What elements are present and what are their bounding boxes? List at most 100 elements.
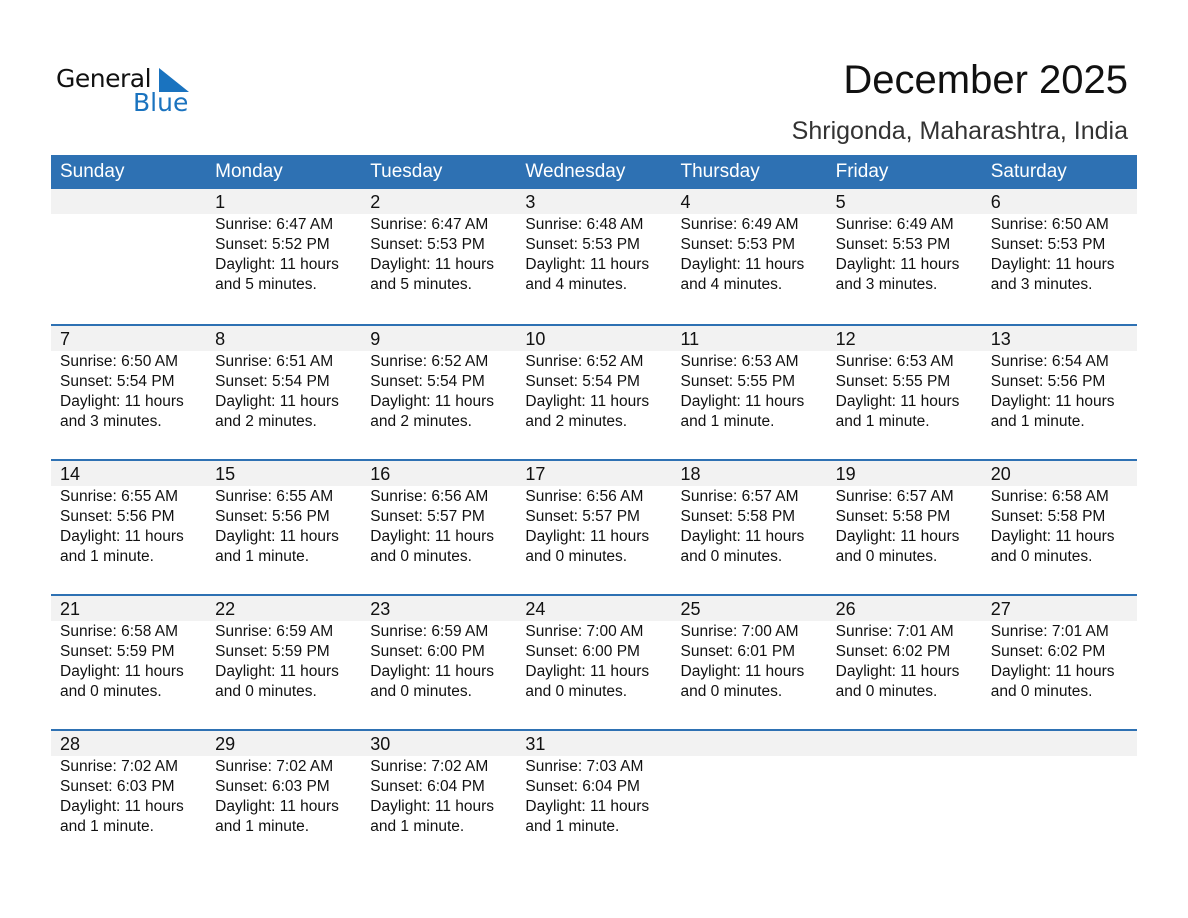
- day-number: 4: [680, 192, 691, 212]
- sunset-text: Sunset: 6:04 PM: [370, 778, 485, 795]
- sunrise-text: Sunrise: 6:59 AM: [215, 623, 334, 640]
- daylight-text: Daylight: 11 hours: [370, 663, 495, 680]
- day-cell: 1 Sunrise: 6:47 AM Sunset: 5:52 PM Daylight…: [206, 189, 361, 295]
- daylight-minutes-text: and 0 minutes.: [525, 683, 628, 700]
- sunset-text: Sunset: 5:59 PM: [215, 643, 330, 660]
- daylight-minutes-text: and 4 minutes.: [680, 276, 783, 293]
- day-cell: 4 Sunrise: 6:49 AM Sunset: 5:53 PM Daylight…: [672, 189, 827, 295]
- sunset-text: Sunset: 5:53 PM: [370, 236, 485, 253]
- sunrise-text: Sunrise: 6:55 AM: [60, 488, 179, 505]
- day-cell: 26 Sunrise: 7:01 AM Sunset: 6:02 PM Dayligh…: [827, 596, 982, 702]
- daylight-minutes-text: and 1 minute.: [835, 413, 930, 430]
- daylight-text: Daylight: 11 hours: [215, 528, 339, 545]
- sunset-text: Sunset: 5:56 PM: [215, 508, 330, 525]
- day-cell: 13 Sunrise: 6:54 AM Sunset: 5:56 PM Dayligh…: [982, 326, 1137, 432]
- sunrise-text: Sunrise: 6:54 AM: [990, 353, 1109, 370]
- daylight-text: Daylight: 11 hours: [370, 798, 495, 815]
- daylight-text: Daylight: 11 hours: [525, 798, 650, 815]
- sunset-text: Sunset: 6:03 PM: [60, 778, 175, 795]
- day-cell: 14 Sunrise: 6:55 AM Sunset: 5:56 PM Dayligh…: [51, 461, 206, 567]
- sunset-text: Sunset: 5:53 PM: [525, 236, 640, 253]
- sunset-text: Sunset: 5:59 PM: [60, 643, 175, 660]
- logo: General Blue: [56, 64, 196, 120]
- day-number: 12: [835, 329, 856, 349]
- daylight-minutes-text: and 0 minutes.: [370, 548, 472, 565]
- sunset-text: Sunset: 5:57 PM: [525, 508, 640, 525]
- daylight-text: Daylight: 11 hours: [215, 663, 339, 680]
- sunset-text: Sunset: 5:54 PM: [215, 373, 330, 390]
- sunset-text: Sunset: 5:55 PM: [680, 373, 796, 390]
- daylight-text: Daylight: 11 hours: [525, 393, 650, 410]
- sunrise-text: Sunrise: 6:49 AM: [835, 216, 954, 233]
- day-cell: 2 Sunrise: 6:47 AM Sunset: 5:53 PM Daylight…: [361, 189, 516, 295]
- day-number: 9: [370, 329, 381, 349]
- sunrise-text: Sunrise: 6:58 AM: [990, 488, 1109, 505]
- day-cell: 23 Sunrise: 6:59 AM Sunset: 6:00 PM Dayligh…: [361, 596, 516, 702]
- day-cell: 15 Sunrise: 6:55 AM Sunset: 5:56 PM Dayligh…: [206, 461, 361, 567]
- daylight-minutes-text: and 5 minutes.: [370, 276, 472, 293]
- sunset-text: Sunset: 5:57 PM: [370, 508, 485, 525]
- daylight-minutes-text: and 0 minutes.: [680, 548, 783, 565]
- sunrise-text: Sunrise: 7:03 AM: [525, 758, 644, 775]
- daylight-text: Daylight: 11 hours: [215, 393, 339, 410]
- day-number: 30: [370, 734, 391, 754]
- daylight-minutes-text: and 0 minutes.: [835, 548, 938, 565]
- sunrise-text: Sunrise: 6:47 AM: [215, 216, 334, 233]
- daylight-minutes-text: and 3 minutes.: [990, 276, 1093, 293]
- day-number: 18: [680, 464, 701, 484]
- sunrise-text: Sunrise: 6:58 AM: [60, 623, 179, 640]
- daylight-minutes-text: and 0 minutes.: [990, 548, 1093, 565]
- sunrise-text: Sunrise: 7:01 AM: [990, 623, 1109, 640]
- day-cell: 5 Sunrise: 6:49 AM Sunset: 5:53 PM Daylight…: [827, 189, 982, 295]
- date-band: [51, 461, 1137, 486]
- daylight-minutes-text: and 0 minutes.: [990, 683, 1093, 700]
- page-title: December 2025: [843, 58, 1128, 102]
- date-band: [51, 731, 1137, 756]
- day-number: 17: [525, 464, 546, 484]
- sunset-text: Sunset: 6:00 PM: [370, 643, 485, 660]
- day-number: 21: [60, 599, 81, 619]
- sunrise-text: Sunrise: 6:57 AM: [680, 488, 799, 505]
- logo-triangle-icon: [159, 68, 189, 92]
- daylight-text: Daylight: 11 hours: [60, 393, 184, 410]
- day-number: 8: [215, 329, 226, 349]
- day-number: 11: [680, 329, 700, 349]
- daylight-text: Daylight: 11 hours: [370, 256, 495, 273]
- day-number: 26: [835, 599, 856, 619]
- sunrise-text: Sunrise: 7:02 AM: [370, 758, 489, 775]
- daylight-minutes-text: and 3 minutes.: [60, 413, 162, 430]
- sunset-text: Sunset: 6:04 PM: [525, 778, 640, 795]
- sunrise-text: Sunrise: 6:47 AM: [370, 216, 489, 233]
- weekday-tuesday: Tuesday: [370, 161, 443, 182]
- weekday-thursday: Thursday: [680, 161, 760, 182]
- daylight-minutes-text: and 1 minute.: [990, 413, 1085, 430]
- day-number: 10: [525, 329, 546, 349]
- sunrise-text: Sunrise: 7:01 AM: [835, 623, 954, 640]
- sunrise-text: Sunrise: 6:52 AM: [370, 353, 489, 370]
- day-number: 7: [60, 329, 71, 349]
- sunrise-text: Sunrise: 6:48 AM: [525, 216, 644, 233]
- sunrise-text: Sunrise: 6:56 AM: [525, 488, 644, 505]
- empty-cell: [827, 731, 982, 837]
- daylight-text: Daylight: 11 hours: [525, 528, 650, 545]
- sunset-text: Sunset: 6:03 PM: [215, 778, 330, 795]
- day-number: 22: [215, 599, 236, 619]
- day-cell: 25 Sunrise: 7:00 AM Sunset: 6:01 PM Dayligh…: [672, 596, 827, 702]
- day-number: 20: [990, 464, 1011, 484]
- sunrise-text: Sunrise: 6:51 AM: [215, 353, 334, 370]
- logo-text-general: General: [56, 64, 152, 93]
- logo-text-blue: Blue: [133, 88, 189, 117]
- sunset-text: Sunset: 6:01 PM: [680, 643, 796, 660]
- day-number: 6: [990, 192, 1001, 212]
- sunrise-text: Sunrise: 7:02 AM: [60, 758, 179, 775]
- daylight-minutes-text: and 1 minute.: [60, 548, 154, 565]
- sunrise-text: Sunrise: 6:49 AM: [680, 216, 799, 233]
- sunrise-text: Sunrise: 6:59 AM: [370, 623, 489, 640]
- daylight-text: Daylight: 11 hours: [680, 256, 805, 273]
- sunset-text: Sunset: 5:53 PM: [680, 236, 796, 253]
- empty-cell: [672, 731, 827, 837]
- sunrise-text: Sunrise: 6:52 AM: [525, 353, 644, 370]
- day-cell: 16 Sunrise: 6:56 AM Sunset: 5:57 PM Dayligh…: [361, 461, 516, 567]
- day-cell: 27 Sunrise: 7:01 AM Sunset: 6:02 PM Dayligh…: [982, 596, 1137, 702]
